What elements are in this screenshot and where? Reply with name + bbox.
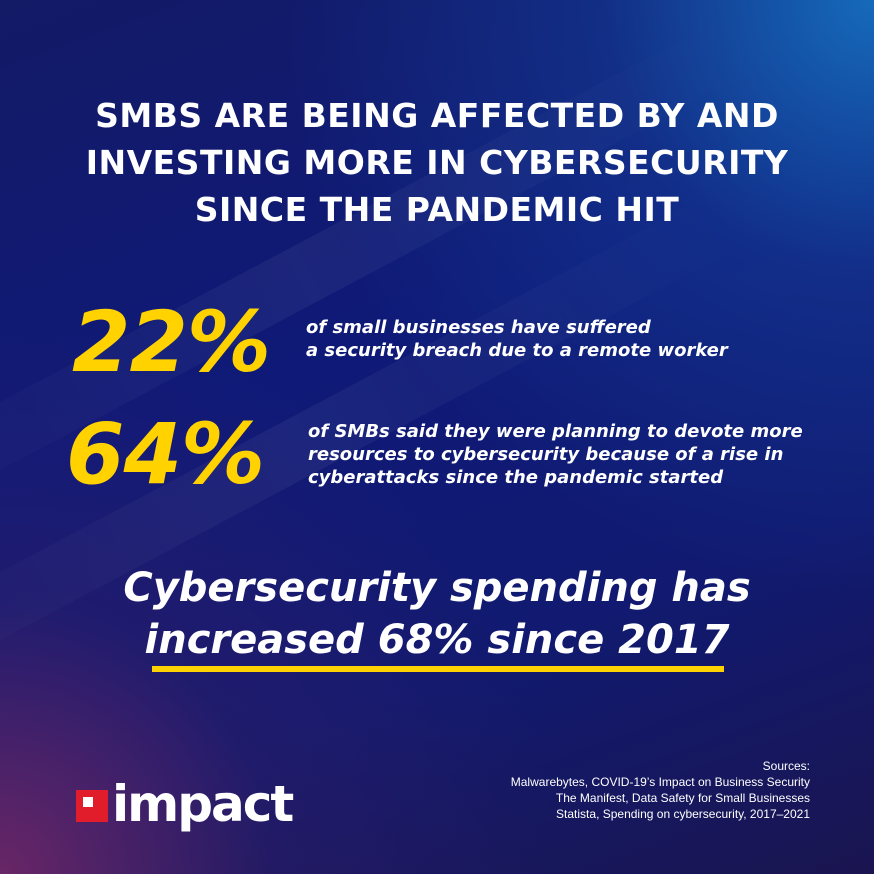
stat-description: of small businesses have suffered a secu…	[306, 316, 728, 362]
logo-mark-icon	[76, 790, 108, 822]
headline: SMBS ARE BEING AFFECTED BY AND INVESTING…	[0, 92, 874, 233]
sources-list: Sources: Malwarebytes, COVID-19’s Impact…	[511, 758, 810, 822]
source-item: The Manifest, Data Safety for Small Busi…	[555, 791, 810, 805]
source-item: Malwarebytes, COVID-19’s Impact on Busin…	[510, 775, 810, 789]
stat-description-line: of SMBs said they were planning to devot…	[308, 421, 803, 442]
impact-logo: impact	[76, 776, 296, 838]
spending-tagline: Cybersecurity spending has increased 68%…	[0, 562, 874, 666]
source-item: Statista, Spending on cybersecurity, 201…	[556, 807, 810, 821]
stat-remote-breach: 22% of small businesses have suffered a …	[0, 300, 874, 390]
stat-description-line: resources to cybersecurity because of a …	[308, 444, 784, 465]
tagline-underline	[152, 666, 724, 672]
sources-heading: Sources:	[762, 759, 810, 773]
headline-line: SMBS ARE BEING AFFECTED BY AND	[95, 96, 779, 135]
stat-description-line: a security breach due to a remote worker	[306, 340, 728, 361]
stat-percentage: 64%	[66, 405, 265, 503]
stat-description-line: of small businesses have suffered	[306, 317, 651, 338]
stat-security-investment: 64% of SMBs said they were planning to d…	[0, 412, 874, 502]
tagline-line: increased 68% since 2017	[144, 617, 730, 663]
stat-description: of SMBs said they were planning to devot…	[308, 420, 803, 489]
headline-line: SINCE THE PANDEMIC HIT	[194, 190, 680, 229]
stat-description-line: cyberattacks since the pandemic started	[308, 467, 724, 488]
tagline-line: Cybersecurity spending has	[123, 565, 751, 611]
headline-line: INVESTING MORE IN CYBERSECURITY	[85, 143, 789, 182]
logo-wordmark: impact	[112, 775, 294, 833]
stat-percentage: 22%	[72, 293, 271, 391]
